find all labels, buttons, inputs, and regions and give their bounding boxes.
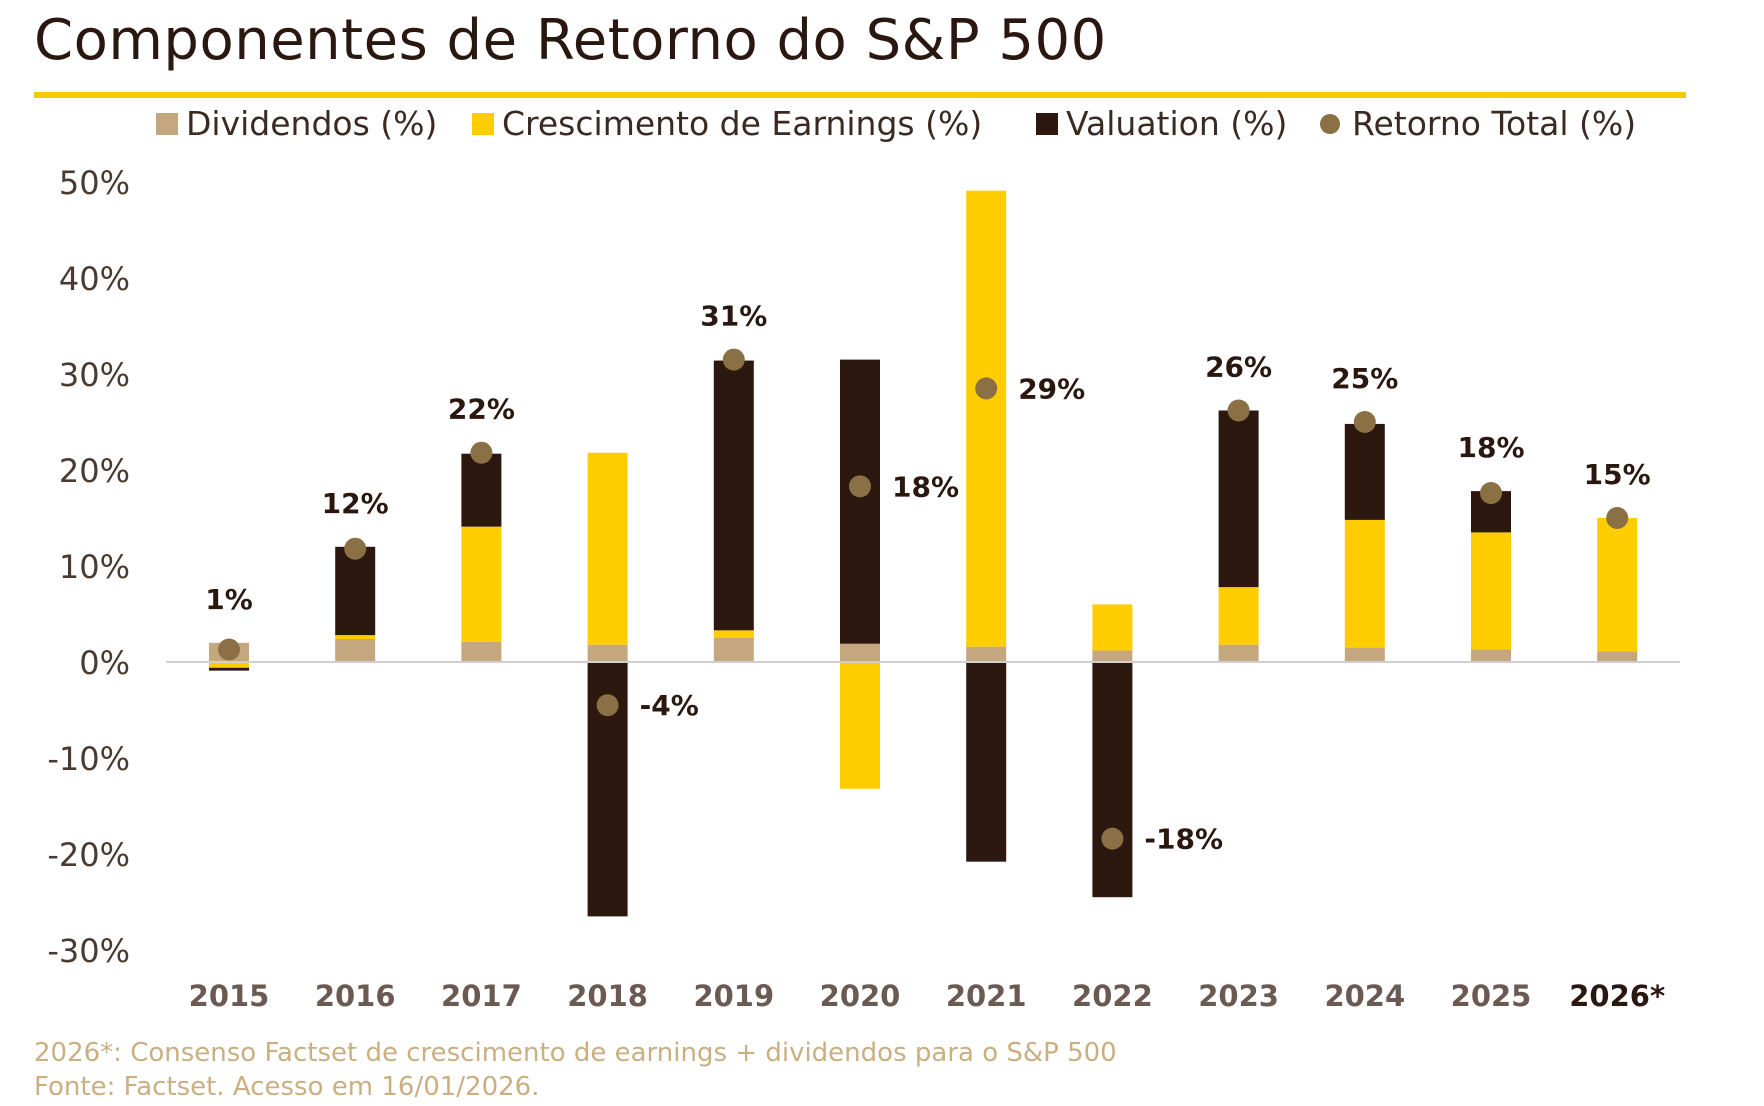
total-return-marker (1606, 507, 1629, 529)
total-return-label: 25% (1331, 362, 1398, 395)
total-return-label: -18% (1144, 823, 1223, 856)
bar-earnings-2020 (840, 662, 880, 789)
y-tick-label: -30% (47, 932, 130, 970)
bar-valuation-2015 (209, 667, 249, 671)
legend-item-earnings: Crescimento de Earnings (%) (472, 104, 982, 143)
bar-earnings-2023 (1218, 587, 1259, 645)
x-tick-label: 2018 (567, 979, 648, 1010)
total-return-label: 18% (892, 470, 959, 503)
bar-earnings-2026 (1597, 518, 1638, 652)
total-return-marker (1480, 482, 1502, 505)
total-return-marker (1353, 411, 1376, 433)
total-return-marker (470, 441, 493, 464)
legend-item-dividendos: Dividendos (%) (156, 104, 437, 143)
bar-dividendos-2020 (840, 643, 880, 662)
bar-dividendos-2018 (587, 644, 628, 662)
legend-swatch-earnings (472, 112, 494, 135)
x-tick-label: 2024 (1324, 979, 1405, 1010)
bar-dividendos-2017 (461, 641, 502, 662)
total-return-label: 18% (1457, 431, 1524, 464)
y-tick-label: 30% (59, 356, 130, 394)
bar-dividendos-2026 (1597, 651, 1638, 662)
bar-valuation-2022 (1092, 662, 1133, 898)
y-tick-label: 10% (59, 548, 130, 586)
legend-dot-retorno (1320, 113, 1340, 134)
legend-item-retorno: Retorno Total (%) (1320, 104, 1636, 143)
bar-earnings-2024 (1344, 519, 1385, 648)
total-return-marker (849, 475, 871, 498)
bar-earnings-2021 (966, 190, 1007, 647)
bar-dividendos-2021 (966, 646, 1007, 662)
legend-label-earnings: Crescimento de Earnings (%) (502, 104, 983, 143)
y-tick-label: -20% (47, 836, 130, 874)
bar-dividendos-2024 (1344, 647, 1385, 662)
bar-earnings-2022 (1092, 604, 1133, 651)
total-return-label: -4% (640, 689, 699, 722)
bar-dividendos-2019 (713, 638, 754, 662)
x-tick-label: 2015 (189, 979, 270, 1010)
total-return-marker (1227, 399, 1250, 422)
bar-valuation-2024 (1344, 423, 1385, 520)
total-return-label: 31% (700, 300, 767, 333)
total-return-marker (975, 377, 998, 400)
title-underline (34, 92, 1686, 98)
total-return-marker (344, 537, 367, 560)
bar-earnings-2019 (713, 630, 754, 638)
bar-valuation-2019 (713, 360, 754, 631)
legend-swatch-dividendos (156, 112, 178, 135)
bar-valuation-2016 (335, 546, 376, 636)
chart-title: Componentes de Retorno do S&P 500 (34, 8, 1107, 73)
legend-item-valuation: Valuation (%) (1036, 104, 1287, 143)
x-tick-label: 2017 (441, 979, 522, 1010)
total-return-label: 26% (1205, 350, 1272, 383)
legend-label-valuation: Valuation (%) (1066, 104, 1288, 143)
x-tick-label: 2026* (1569, 979, 1665, 1010)
y-tick-label: 40% (59, 260, 130, 298)
y-tick-label: -10% (47, 740, 130, 778)
bar-valuation-2017 (461, 453, 502, 527)
footnote-consensus: 2026*: Consenso Factset de crescimento d… (34, 1038, 1117, 1068)
x-tick-label: 2025 (1451, 979, 1532, 1010)
bar-dividendos-2016 (335, 638, 376, 662)
bar-valuation-2021 (966, 662, 1007, 862)
y-tick-label: 0% (79, 644, 130, 682)
total-return-marker (596, 694, 619, 717)
bar-earnings-2017 (461, 526, 502, 642)
total-return-label: 15% (1584, 458, 1651, 491)
bar-dividendos-2023 (1218, 644, 1259, 662)
total-return-label: 22% (448, 393, 515, 426)
y-tick-label: 20% (59, 452, 130, 490)
total-return-label: 12% (322, 487, 389, 520)
total-return-marker (218, 638, 240, 661)
x-tick-label: 2022 (1072, 979, 1153, 1010)
bar-valuation-2020 (840, 359, 880, 644)
bar-valuation-2023 (1218, 410, 1259, 588)
legend: Dividendos (%) Crescimento de Earnings (… (0, 104, 1764, 152)
footnote-source: Fonte: Factset. Acesso em 16/01/2026. (34, 1072, 540, 1102)
legend-label-dividendos: Dividendos (%) (186, 104, 438, 143)
x-tick-label: 2020 (820, 979, 901, 1010)
legend-swatch-valuation (1036, 112, 1058, 135)
bar-earnings-2018 (587, 452, 628, 645)
bar-dividendos-2025 (1471, 649, 1511, 662)
total-return-label: 29% (1018, 372, 1085, 405)
total-return-marker (1101, 827, 1124, 850)
total-return-label: 1% (205, 583, 253, 616)
total-return-marker (722, 348, 745, 371)
x-tick-label: 2021 (946, 979, 1027, 1010)
bar-earnings-2025 (1471, 532, 1511, 650)
bar-earnings-2015 (209, 662, 249, 668)
bar-dividendos-2022 (1092, 650, 1133, 662)
x-tick-label: 2016 (315, 979, 396, 1010)
y-tick-label: 50% (59, 164, 130, 202)
legend-label-retorno: Retorno Total (%) (1352, 104, 1637, 143)
x-tick-label: 2023 (1198, 979, 1279, 1010)
x-tick-label: 2019 (693, 979, 774, 1010)
chart-plot: 50% 40% 30% 20% 10% 0% -10% -20% -30% 2015 2016 201… (47, 164, 1680, 1010)
bar-earnings-2016 (335, 635, 376, 639)
